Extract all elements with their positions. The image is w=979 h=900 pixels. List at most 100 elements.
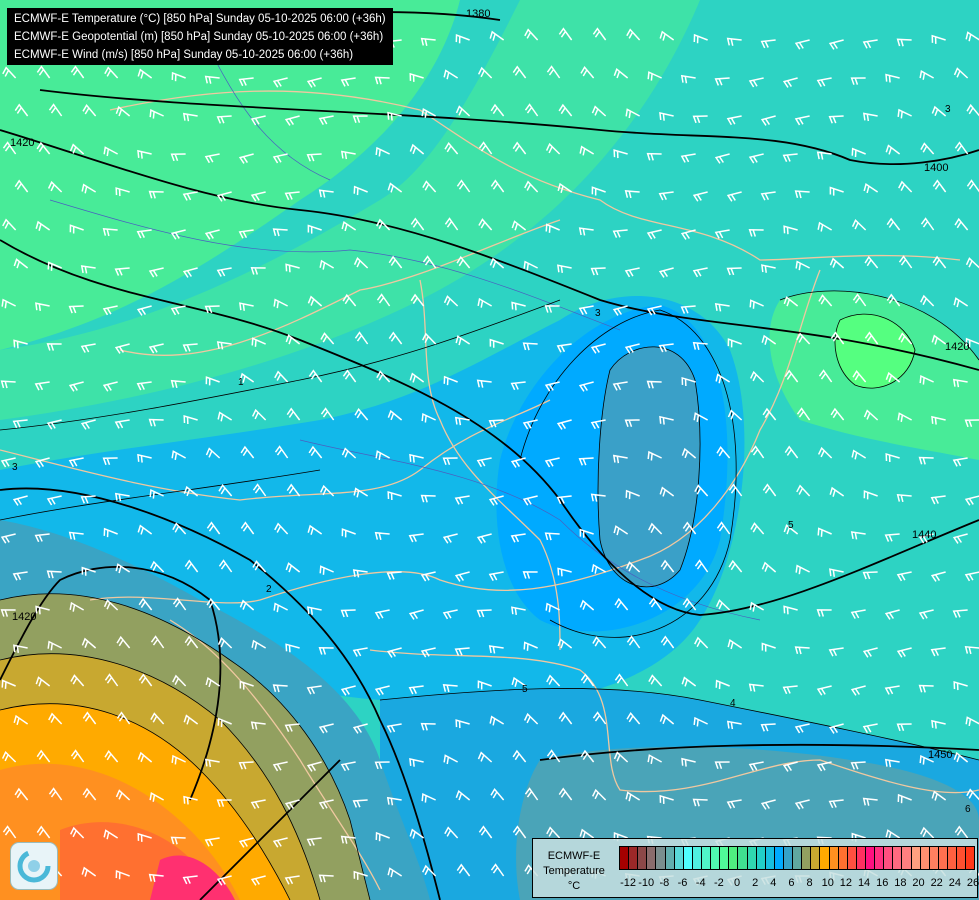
wind-barb xyxy=(116,711,131,725)
contour-label: 1420 xyxy=(945,341,969,353)
wind-barb xyxy=(455,105,471,117)
color-swatch xyxy=(711,847,721,869)
wind-barb xyxy=(455,335,471,346)
wind-barb xyxy=(80,265,96,274)
wind-barb xyxy=(82,787,97,801)
wind-barb xyxy=(36,65,51,79)
wind-barb xyxy=(183,485,199,497)
wind-barb xyxy=(829,486,845,497)
wind-barb xyxy=(612,381,628,391)
wind-barb xyxy=(885,73,900,83)
wind-barb xyxy=(274,522,289,535)
wind-barb xyxy=(420,722,436,731)
wind-barb xyxy=(692,267,708,278)
wind-barb xyxy=(816,609,832,617)
color-swatch xyxy=(647,847,657,869)
wind-barb xyxy=(204,229,220,240)
wind-barb xyxy=(862,571,878,580)
wind-barb xyxy=(714,303,730,312)
wind-barb xyxy=(443,375,458,386)
color-swatch xyxy=(720,847,730,869)
scale-tick-label: -6 xyxy=(677,877,688,889)
wind-barb xyxy=(80,343,96,353)
wind-barb xyxy=(898,255,913,269)
wind-barb xyxy=(557,567,572,577)
wind-barb xyxy=(104,66,119,79)
wind-barb xyxy=(580,749,595,763)
wind-barb xyxy=(205,677,221,688)
wind-barb xyxy=(170,379,186,389)
wind-barb xyxy=(170,836,186,845)
wind-barb xyxy=(386,571,402,580)
wind-barb xyxy=(285,643,300,653)
wind-barb xyxy=(510,381,526,391)
wind-barb xyxy=(863,182,879,194)
wind-barb xyxy=(375,831,390,842)
wind-barb xyxy=(546,826,561,839)
wind-barb xyxy=(204,153,220,164)
wind-barb xyxy=(114,267,130,276)
wind-barb xyxy=(204,305,220,314)
wind-barb xyxy=(626,635,641,649)
wind-barb xyxy=(545,223,560,233)
wind-barb xyxy=(387,182,403,193)
wind-barb xyxy=(70,749,85,763)
wind-barb xyxy=(692,115,708,124)
wind-barb xyxy=(285,334,301,345)
wind-barb xyxy=(511,606,526,615)
wind-barb xyxy=(580,66,595,79)
wind-barb xyxy=(216,191,232,202)
wind-barb xyxy=(306,837,322,847)
wind-barb xyxy=(590,267,606,276)
wind-barb xyxy=(443,295,459,307)
wind-barb xyxy=(830,331,845,345)
wind-barb xyxy=(136,229,152,239)
wind-barb xyxy=(217,717,232,728)
wind-barb xyxy=(784,445,799,459)
wind-barb xyxy=(47,261,62,271)
wind-barb xyxy=(340,609,356,618)
meteo-logo-icon[interactable] xyxy=(10,842,58,890)
wind-barb xyxy=(818,369,833,383)
wind-barb xyxy=(149,792,164,802)
wind-barb xyxy=(918,456,934,465)
wind-barb xyxy=(818,294,833,307)
wind-barb xyxy=(240,521,255,535)
wind-barb xyxy=(796,484,811,497)
wind-barb xyxy=(660,635,675,649)
wind-barb xyxy=(522,342,538,351)
wind-barb xyxy=(184,559,199,573)
wind-barb xyxy=(512,825,527,839)
scale-tick-label: -8 xyxy=(659,877,670,889)
wind-barb xyxy=(557,182,573,193)
wind-barb xyxy=(511,220,527,231)
wind-barb xyxy=(558,787,573,801)
wind-barb xyxy=(115,789,131,801)
color-swatch xyxy=(683,847,693,869)
wind-barb xyxy=(272,77,288,88)
scale-tick-label: 26 xyxy=(966,877,979,889)
scale-tick-label: 20 xyxy=(912,877,925,889)
wind-barb xyxy=(388,255,403,269)
wind-barb xyxy=(625,561,641,573)
wind-barb xyxy=(352,799,368,808)
wind-barb xyxy=(760,39,776,49)
wind-barb xyxy=(784,369,799,383)
wind-barb xyxy=(490,179,505,193)
wind-barb xyxy=(488,495,504,506)
wind-barb xyxy=(306,153,322,162)
color-swatch xyxy=(884,847,894,869)
wind-barb xyxy=(353,185,368,196)
wind-barb xyxy=(408,609,424,620)
wind-barb xyxy=(318,874,334,883)
wind-barb xyxy=(216,799,232,807)
contour-label: 5 xyxy=(788,520,794,531)
wind-barb xyxy=(478,218,493,231)
wind-barb xyxy=(443,69,459,80)
wind-barb xyxy=(250,721,266,730)
wind-barb xyxy=(884,609,900,620)
wind-barb xyxy=(386,796,402,806)
wind-barb xyxy=(884,533,900,542)
wind-barb xyxy=(850,685,866,696)
